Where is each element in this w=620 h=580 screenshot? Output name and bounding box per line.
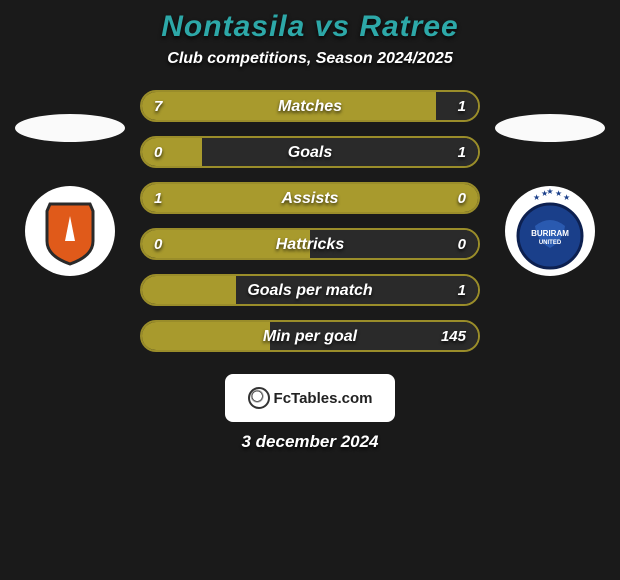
crest-text: BURIRAM bbox=[531, 229, 569, 238]
stat-value-left: 0 bbox=[154, 138, 162, 166]
svg-text:★: ★ bbox=[563, 193, 570, 202]
stat-value-left: 1 bbox=[154, 184, 162, 212]
stat-value-right: 0 bbox=[458, 184, 466, 212]
stat-bar-left bbox=[142, 92, 436, 120]
stat-bar-left bbox=[142, 184, 478, 212]
date-label: 3 december 2024 bbox=[0, 432, 620, 452]
player-silhouette-ellipse bbox=[15, 114, 125, 142]
stat-value-right: 145 bbox=[441, 322, 466, 350]
layout: ★ ★ ★ ★ ★ BURIRAM UNITED Matches71Goals0… bbox=[0, 90, 620, 352]
stat-value-right: 1 bbox=[458, 92, 466, 120]
svg-text:★: ★ bbox=[555, 189, 562, 198]
stat-bar-left bbox=[142, 276, 236, 304]
brand-badge: FcTables.com bbox=[225, 374, 395, 422]
stat-row: Assists10 bbox=[140, 182, 480, 214]
stat-row: Min per goal145 bbox=[140, 320, 480, 352]
stat-row: Goals01 bbox=[140, 136, 480, 168]
comparison-card: Nontasila vs Ratree Club competitions, S… bbox=[0, 0, 620, 452]
stat-bar-right bbox=[202, 138, 478, 166]
stat-bar-right bbox=[310, 230, 478, 258]
stat-value-right: 1 bbox=[458, 276, 466, 304]
svg-text:★: ★ bbox=[533, 193, 540, 202]
stat-bar-left bbox=[142, 138, 202, 166]
stat-row: Hattricks00 bbox=[140, 228, 480, 260]
crest-text-2: UNITED bbox=[539, 240, 562, 246]
stat-row: Goals per match1 bbox=[140, 274, 480, 306]
stat-row: Matches71 bbox=[140, 90, 480, 122]
soccer-ball-icon bbox=[248, 387, 270, 409]
svg-text:★: ★ bbox=[546, 187, 553, 196]
player-silhouette-ellipse bbox=[495, 114, 605, 142]
page-title: Nontasila vs Ratree bbox=[0, 10, 620, 44]
brand-text: FcTables.com bbox=[274, 390, 373, 407]
stat-bars: Matches71Goals01Assists10Hattricks00Goal… bbox=[140, 90, 480, 352]
stat-value-right: 0 bbox=[458, 230, 466, 258]
stat-value-left: 7 bbox=[154, 92, 162, 120]
stat-bar-left bbox=[142, 322, 270, 350]
club-crest-left bbox=[25, 186, 115, 276]
right-player-column: ★ ★ ★ ★ ★ BURIRAM UNITED bbox=[480, 90, 620, 276]
stat-value-right: 1 bbox=[458, 138, 466, 166]
stat-bar-left bbox=[142, 230, 310, 258]
stat-value-left: 0 bbox=[154, 230, 162, 258]
club-crest-right: ★ ★ ★ ★ ★ BURIRAM UNITED bbox=[505, 186, 595, 276]
stat-bar-right bbox=[236, 276, 478, 304]
left-player-column bbox=[0, 90, 140, 276]
subtitle: Club competitions, Season 2024/2025 bbox=[0, 50, 620, 68]
